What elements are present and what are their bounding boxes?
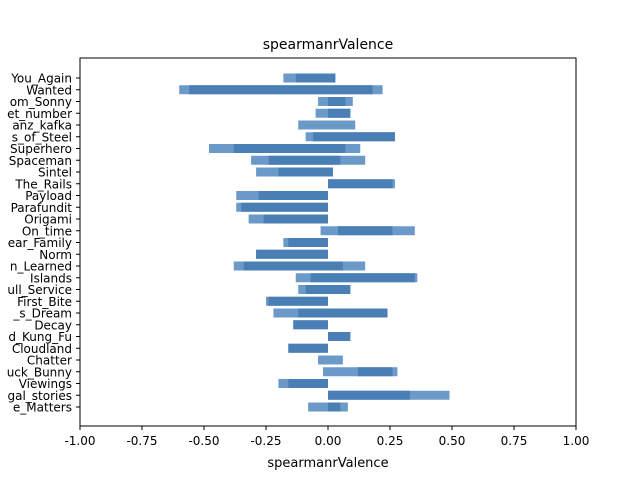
y-tick-label: Parafundit xyxy=(11,201,73,215)
x-tick-label: 0.75 xyxy=(501,434,528,448)
x-tick-label: 0.50 xyxy=(439,434,466,448)
x-tick-label: 0.25 xyxy=(377,434,404,448)
y-tick-label: Superhero xyxy=(10,142,72,156)
y-tick-label: On_time xyxy=(22,224,72,238)
bar-inner-28 xyxy=(328,402,341,412)
bar-inner-21 xyxy=(293,320,328,330)
bar-inner-5 xyxy=(313,132,395,142)
y-axis-ticks: You_AgainWantedom_Sonnyet_numberanz_kafk… xyxy=(7,72,80,415)
bar-inner-22 xyxy=(328,332,351,341)
bar-inner-1 xyxy=(189,85,373,95)
y-tick-label: _s_Dream xyxy=(12,307,72,321)
plot-area-frame xyxy=(79,57,577,427)
bar-inner-18 xyxy=(305,285,351,294)
x-axis-label: spearmanrValence xyxy=(267,456,388,471)
y-tick-label: et_number xyxy=(7,107,72,121)
y-tick-label: Norm xyxy=(39,248,72,262)
x-tick-label: -1.00 xyxy=(64,434,95,448)
y-tick-label: Viewings xyxy=(19,377,72,391)
y-tick-label: d_Kung_Fu xyxy=(8,330,72,344)
y-tick-label: s_of_Steel xyxy=(12,130,72,144)
y-tick-label: uck_Bunny xyxy=(7,365,72,379)
x-tick-label: 0.00 xyxy=(315,434,342,448)
y-tick-label: Spaceman xyxy=(9,154,72,168)
bar-inner-14 xyxy=(288,238,328,247)
y-tick-label: om_Sonny xyxy=(10,95,72,109)
x-tick-label: 1.00 xyxy=(563,434,590,448)
bar-inner-0 xyxy=(295,73,336,83)
y-tick-label: Origami xyxy=(24,213,72,227)
bar-inner-7 xyxy=(268,155,341,165)
y-tick-label: Wanted xyxy=(26,83,72,97)
bar-inner-3 xyxy=(328,108,351,118)
x-tick-label: -0.50 xyxy=(188,434,219,448)
y-tick-label: anz_kafka xyxy=(12,119,72,133)
bar-inner-27 xyxy=(328,390,410,400)
bar-inner-23 xyxy=(288,343,328,353)
bar-inner-26 xyxy=(288,379,328,388)
bar-inner-19 xyxy=(268,296,328,306)
x-tick-label: -0.75 xyxy=(126,434,157,448)
y-tick-label: Sintel xyxy=(38,166,72,180)
y-tick-label: The_Rails xyxy=(14,177,72,191)
x-tick-label: -0.25 xyxy=(250,434,281,448)
bar-inner-11 xyxy=(241,202,328,212)
bars-group xyxy=(179,73,450,412)
y-tick-label: Payload xyxy=(25,189,72,203)
bar-inner-2 xyxy=(328,97,346,106)
bar-inner-6 xyxy=(233,144,346,153)
chart-title: spearmanrValence xyxy=(263,37,393,53)
y-tick-label: Cloudland xyxy=(12,342,72,356)
x-axis-ticks: -1.00 -0.75 -0.50 -0.25 0.00 0.25 0.50 0.75 1.00 xyxy=(64,426,589,448)
bar-inner-13 xyxy=(337,226,393,236)
y-tick-label: Islands xyxy=(30,271,72,285)
y-tick-label: First_Bite xyxy=(17,295,72,309)
y-tick-label: Decay xyxy=(34,318,72,332)
y-tick-label: e_Matters xyxy=(13,401,72,415)
bar-inner-16 xyxy=(243,261,343,271)
bar-inner-20 xyxy=(298,308,388,318)
y-tick-label: ull_Service xyxy=(7,283,72,297)
bar-inner-25 xyxy=(357,367,393,377)
y-tick-label: gal_stories xyxy=(7,389,72,403)
bar-inner-10 xyxy=(258,191,328,200)
bar-outer-4 xyxy=(298,120,356,130)
y-tick-label: Chatter xyxy=(27,354,72,368)
bar-inner-8 xyxy=(278,167,333,177)
bar-inner-9 xyxy=(328,179,393,189)
bar-inner-17 xyxy=(310,273,415,283)
bar-outer-24 xyxy=(318,355,343,365)
bar-inner-15 xyxy=(256,249,328,259)
y-tick-label: ear_Family xyxy=(8,236,72,250)
bar-inner-12 xyxy=(263,214,328,224)
y-tick-label: n_Learned xyxy=(10,260,72,274)
y-tick-label: You_Again xyxy=(10,72,72,86)
